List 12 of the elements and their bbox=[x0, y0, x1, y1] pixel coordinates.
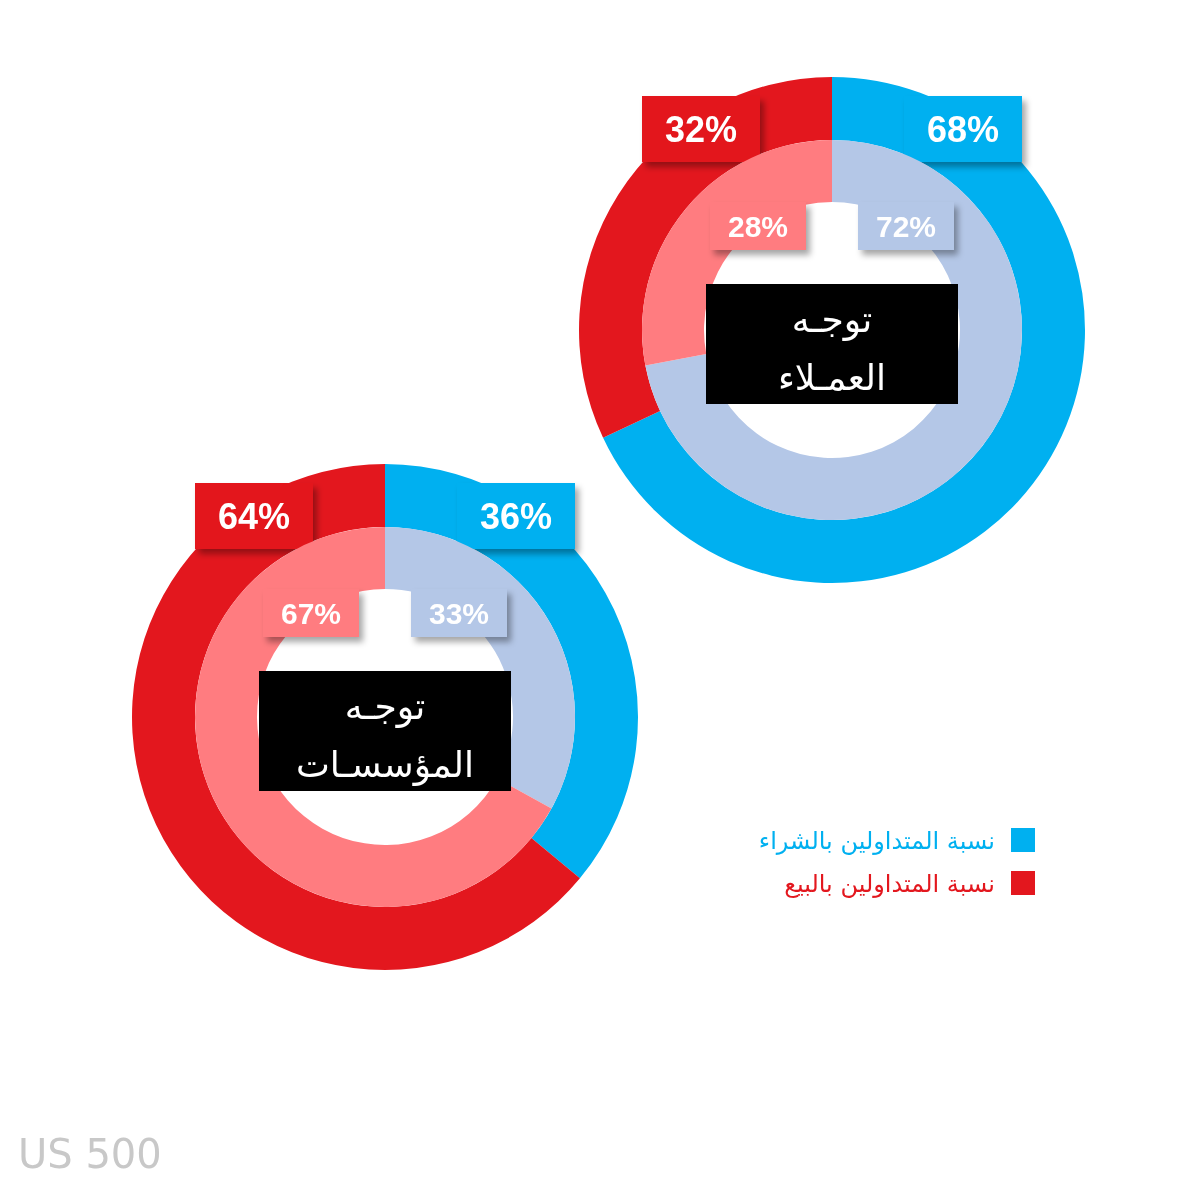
legend-label: نسبة المتداولين بالشراء bbox=[758, 827, 995, 855]
data-label: 36% bbox=[479, 495, 553, 537]
data-label: 72% bbox=[875, 209, 937, 243]
text: توجـه المؤسسـات bbox=[295, 686, 475, 786]
data-label: 33% bbox=[428, 596, 490, 630]
data-label: 68% bbox=[926, 108, 1000, 150]
data-label: 28% bbox=[727, 209, 789, 243]
data-label: 64% bbox=[217, 495, 291, 537]
data-label: 67% bbox=[280, 596, 342, 630]
legend-label: نسبة المتداولين بالبيع bbox=[784, 870, 995, 898]
data-label: 32% bbox=[664, 108, 738, 150]
text: توجـه العمـلاء bbox=[777, 299, 887, 398]
